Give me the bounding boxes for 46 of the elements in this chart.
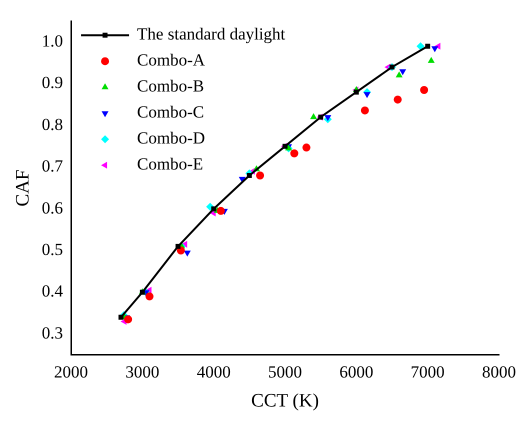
point bbox=[354, 90, 359, 95]
x-axis-title: CCT (K) bbox=[251, 390, 319, 412]
y-tick-label: 0.7 bbox=[42, 156, 64, 176]
legend-label: Combo-D bbox=[137, 128, 206, 148]
point bbox=[416, 42, 425, 50]
legend-label: Combo-A bbox=[137, 50, 206, 70]
point bbox=[434, 42, 440, 50]
y-tick-label: 0.5 bbox=[42, 240, 64, 260]
point bbox=[146, 292, 154, 300]
point bbox=[216, 206, 225, 215]
point bbox=[360, 106, 369, 114]
point bbox=[176, 244, 181, 249]
y-tick-label: 0.4 bbox=[42, 282, 64, 301]
point bbox=[256, 171, 264, 180]
y-tick-label: 1.0 bbox=[42, 32, 64, 51]
x-tick-label: 4000 bbox=[196, 362, 231, 382]
x-tick-label: 3000 bbox=[125, 362, 160, 382]
point bbox=[428, 56, 435, 63]
legend-label: Combo-E bbox=[137, 154, 204, 174]
point bbox=[184, 250, 191, 257]
point bbox=[211, 206, 216, 212]
x-tick-label: 5000 bbox=[268, 362, 302, 382]
x-tick-label: 6000 bbox=[339, 362, 374, 382]
legend-label: Combo-C bbox=[137, 102, 204, 122]
point bbox=[118, 314, 124, 320]
legend-label: The standard daylight bbox=[137, 24, 286, 44]
point bbox=[302, 144, 310, 152]
point bbox=[399, 69, 406, 76]
x-tick-label: 7000 bbox=[410, 362, 445, 382]
point bbox=[310, 113, 318, 120]
y-tick-label: 0.6 bbox=[42, 198, 64, 218]
point bbox=[396, 71, 403, 78]
y-tick-label: 0.3 bbox=[42, 323, 64, 342]
x-tick-label: 2000 bbox=[54, 362, 88, 382]
y-tick-label: 0.9 bbox=[42, 73, 64, 92]
point bbox=[425, 44, 430, 49]
point bbox=[394, 96, 402, 104]
y-tick-label: 0.8 bbox=[42, 114, 64, 134]
point bbox=[290, 149, 298, 158]
point bbox=[420, 86, 428, 94]
y-axis-title: CAF bbox=[12, 170, 34, 206]
point bbox=[431, 46, 438, 52]
point bbox=[246, 173, 252, 178]
legend-label: Combo-B bbox=[137, 76, 204, 96]
point bbox=[364, 92, 371, 98]
x-tick-label: 8000 bbox=[482, 362, 516, 382]
